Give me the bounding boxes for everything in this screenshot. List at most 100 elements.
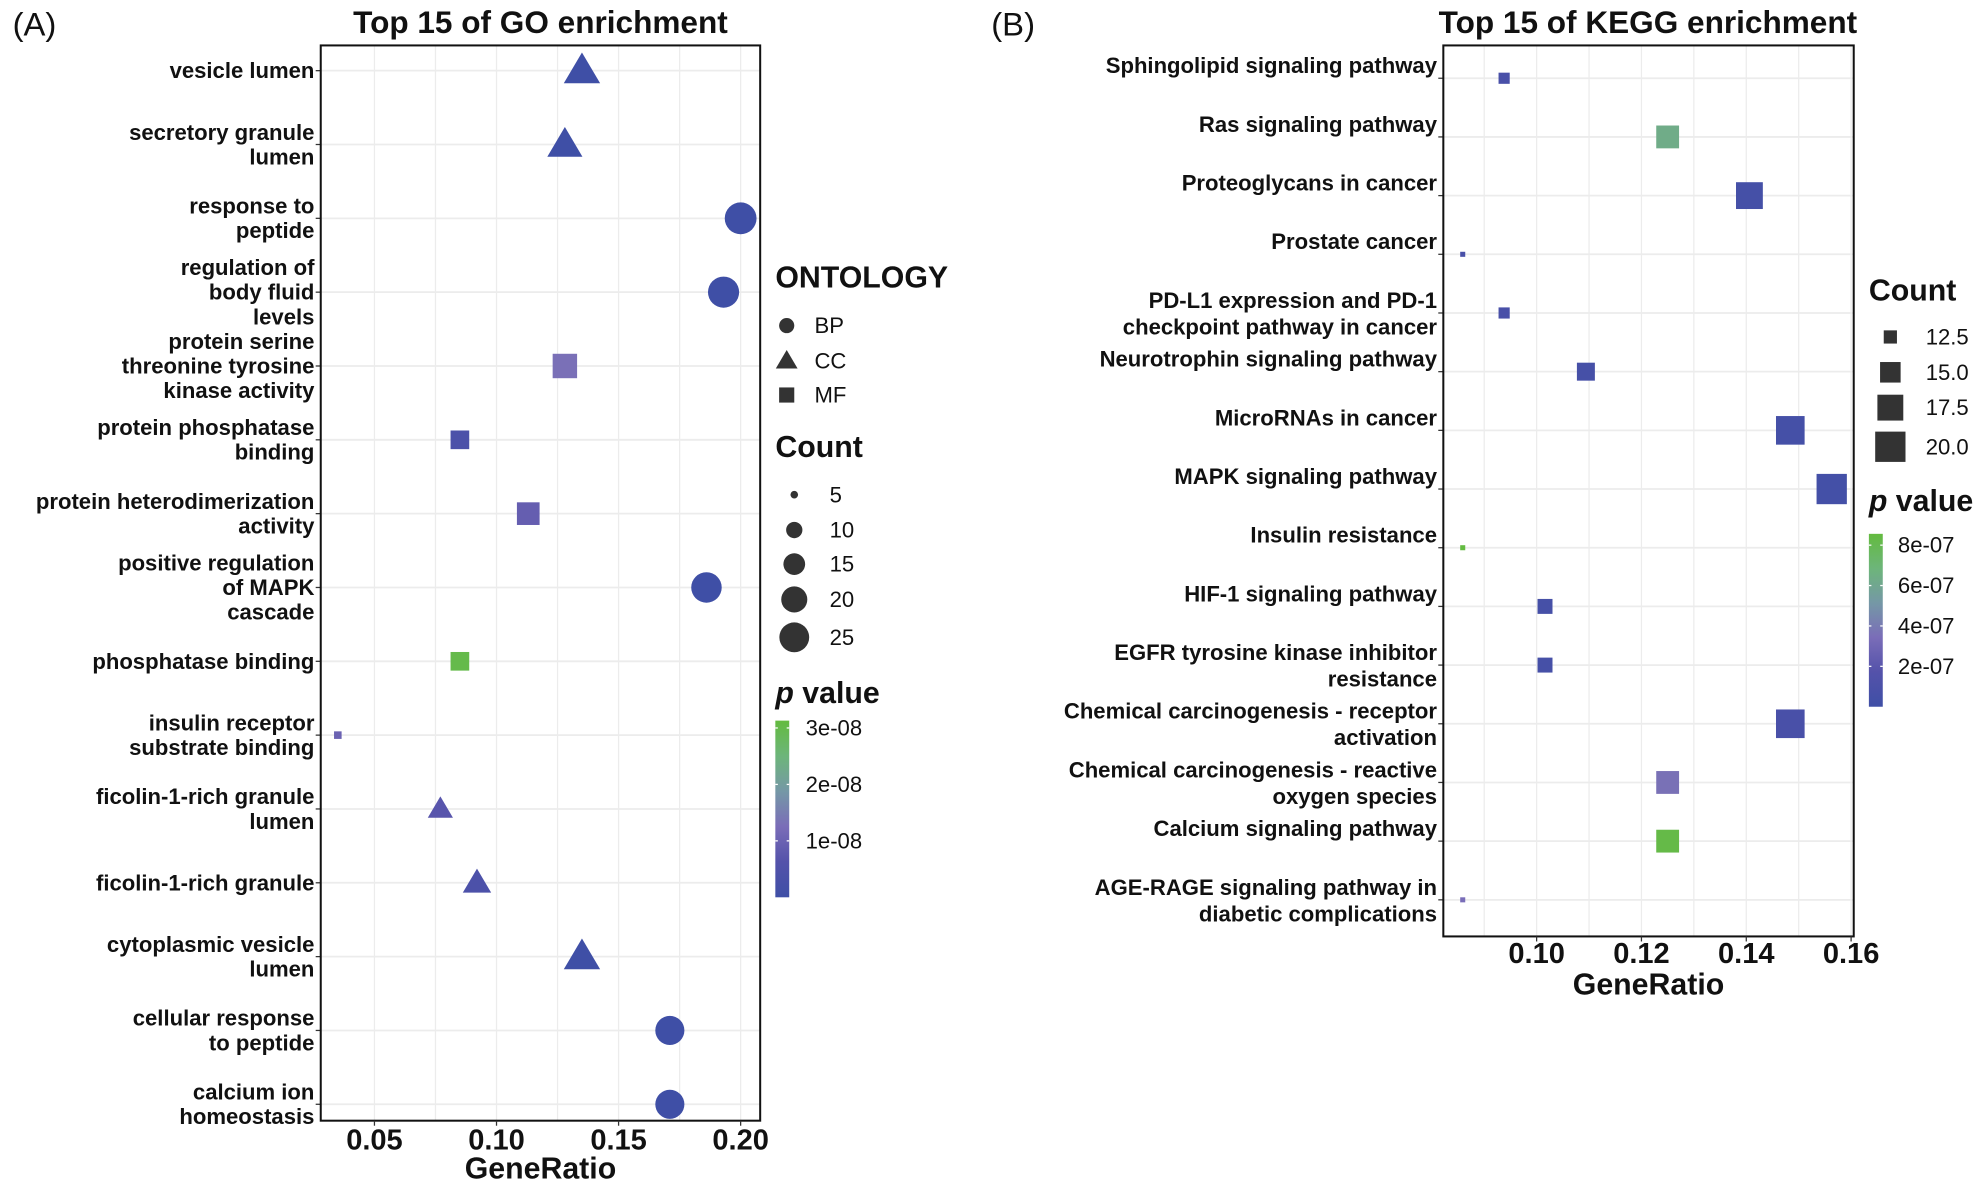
data-point (655, 1015, 685, 1045)
y-tick-label: calcium ion homeostasis (179, 1080, 314, 1130)
label-line: levels (253, 304, 314, 329)
label-line: ficolin-1-rich granule (96, 784, 314, 809)
label-line: cellular response (133, 1006, 315, 1031)
y-tick-label: ficolin-1-rich granule (96, 870, 314, 895)
label-line: checkpoint pathway in cancer (1123, 314, 1438, 339)
panel-border (319, 44, 762, 1122)
label-line: secretory granule (129, 120, 314, 145)
colorbar-tick-label: 3e-08 (806, 716, 862, 741)
y-tick-label: Proteoglycans in cancer (1182, 171, 1438, 196)
label-line: ficolin-1-rich granule (96, 870, 314, 895)
label-line: Chemical carcinogenesis - reactive (1069, 757, 1437, 782)
p-italic: p (1868, 485, 1888, 518)
data-point (1537, 657, 1553, 673)
legend-label: 12.5 (1926, 325, 1969, 350)
y-tick-label: PD-L1 expression and PD-1 checkpoint path… (1123, 288, 1438, 339)
data-point (450, 651, 470, 671)
x-tick-label: 0.10 (468, 1125, 525, 1157)
data-point (450, 430, 470, 450)
label-line: Sphingolipid signaling pathway (1106, 53, 1438, 78)
data-point (1775, 416, 1805, 445)
label-line: substrate binding (129, 735, 314, 760)
label-line: vesicle lumen (170, 58, 315, 83)
x-tick-label: 0.16 (1823, 938, 1880, 970)
y-tick-label: EGFR tyrosine kinase inhibitor resistance (1114, 640, 1437, 691)
y-tick-label: Ras signaling pathway (1199, 112, 1438, 137)
colorbar-tick-label: 6e-07 (1898, 573, 1954, 598)
data-point (1775, 709, 1805, 739)
y-tick-label: response to peptide (189, 194, 314, 244)
x-tick-label: 0.15 (590, 1125, 647, 1157)
chart-title: Top 15 of KEGG enrichment (1439, 4, 1858, 40)
colorbar-tick-label: 2e-07 (1898, 654, 1954, 679)
x-axis-label: GeneRatio (1573, 968, 1724, 1001)
label-line: lumen (249, 809, 314, 834)
label-line: MAPK signaling pathway (1174, 464, 1437, 489)
label-line: lumen (249, 957, 314, 982)
legend-label: 15 (830, 552, 855, 577)
legend-key-size-icon (790, 490, 799, 499)
colorbar-tick-label: 4e-07 (1898, 614, 1954, 639)
legend-key-size-icon (783, 553, 806, 575)
label-line: protein serine (168, 329, 314, 354)
label-line: regulation of (181, 255, 315, 280)
label-line: lumen (249, 144, 314, 169)
legend-key-size-icon (1883, 330, 1897, 344)
data-point (1736, 182, 1763, 210)
label-line: diabetic complications (1199, 901, 1437, 926)
data-point (707, 276, 740, 308)
chart-title: Top 15 of GO enrichment (353, 4, 728, 40)
y-tick-label: vesicle lumen (170, 58, 315, 83)
legend-key-size-icon (786, 521, 803, 539)
x-axis-label: GeneRatio (465, 1153, 616, 1180)
label-line: response to (189, 194, 314, 219)
legend-title-count: Count (1869, 274, 1956, 307)
legend-label: 15.0 (1926, 360, 1969, 385)
data-point (1537, 598, 1553, 614)
y-tick-label: Prostate cancer (1271, 229, 1437, 254)
label-line: threonine tyrosine (122, 354, 315, 379)
colorbar-tick-label: 2e-08 (806, 772, 862, 797)
legend-key-size-icon (1880, 362, 1901, 383)
legend-label: 17.5 (1926, 395, 1969, 420)
y-tick-label: phosphatase binding (92, 649, 314, 674)
legend-key-size-icon (1875, 431, 1906, 462)
label-line: protein heterodimerization (36, 489, 315, 514)
x-tick-label: 0.12 (1613, 938, 1670, 970)
label-line: Chemical carcinogenesis - receptor (1064, 699, 1438, 724)
legend-title-p-value: p value (774, 677, 879, 710)
colorbar-tick-label: 1e-08 (806, 828, 862, 853)
label-line: Insulin resistance (1250, 523, 1437, 548)
legend-label: MF (814, 383, 846, 408)
label-line: activity (238, 514, 315, 539)
label-line: phosphatase binding (92, 649, 314, 674)
y-tick-label: Insulin resistance (1250, 523, 1437, 548)
data-point (516, 502, 540, 525)
legend-title-count: Count (775, 431, 862, 464)
y-tick-label: Sphingolipid signaling pathway (1106, 53, 1438, 78)
data-point (1460, 251, 1466, 257)
y-tick-label: positive regulation of MAPK cascade (118, 550, 314, 624)
label-line: peptide (236, 218, 315, 243)
legend-label: 5 (830, 482, 842, 507)
label-line: binding (235, 440, 315, 465)
legend-key-size-icon (779, 622, 810, 653)
panel-kegg: (B) Top 15 of KEGG enrichmentSphingolipid… (991, 4, 1968, 1002)
data-point (1498, 307, 1510, 319)
panel-border (1442, 44, 1855, 938)
title-rest: value (1887, 485, 1973, 518)
data-point (563, 52, 601, 84)
y-tick-label: regulation of body fluid levels (181, 255, 315, 329)
label-line: of MAPK (222, 575, 314, 600)
data-point (547, 126, 583, 157)
y-tick-label: Chemical carcinogenesis - receptor activa… (1064, 699, 1438, 750)
legend-key-triangle-icon (775, 350, 798, 369)
y-tick-label: protein phosphatase binding (97, 415, 314, 465)
data-point (462, 868, 492, 893)
data-point (1656, 829, 1680, 853)
label-line: MicroRNAs in cancer (1215, 405, 1438, 430)
legend-title-ontology: ONTOLOGY (775, 262, 948, 295)
data-point (655, 1089, 685, 1119)
colorbar-tick-label: 8e-07 (1898, 533, 1954, 558)
